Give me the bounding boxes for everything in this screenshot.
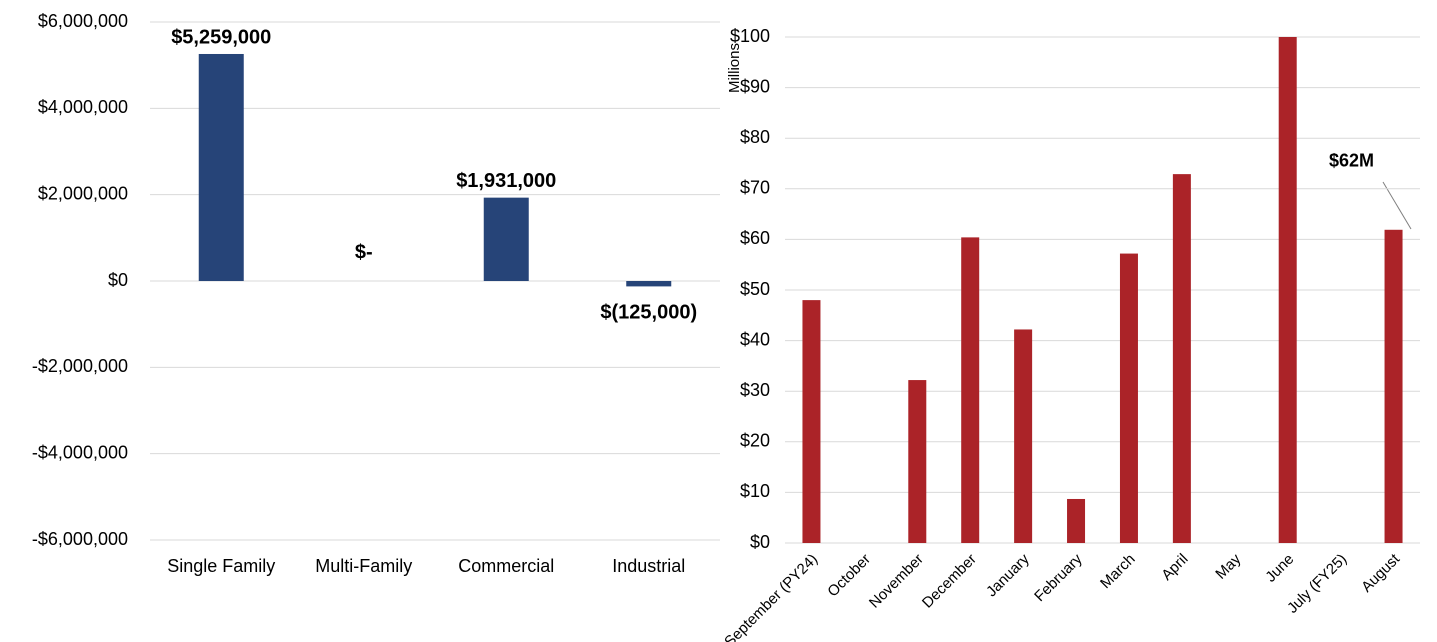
- x-tick-label: April: [1158, 551, 1191, 584]
- value-label: $5,259,000: [171, 26, 271, 48]
- x-tick-label: June: [1262, 551, 1297, 586]
- bar: [1067, 498, 1086, 543]
- x-tick-label: February: [1031, 550, 1086, 605]
- bar: [802, 300, 821, 543]
- y-tick-label: $0: [108, 270, 128, 290]
- x-tick-label: January: [983, 550, 1033, 600]
- bar: [1172, 174, 1191, 543]
- x-tick-label: December: [919, 551, 980, 612]
- y-tick-label: $20: [740, 431, 770, 451]
- x-tick-label: September (PY24): [721, 551, 821, 642]
- bar: [1384, 229, 1403, 543]
- y-tick-label: $90: [740, 76, 770, 96]
- x-tick-label: October: [824, 551, 874, 601]
- bar: [1119, 253, 1138, 543]
- y-axis-label: Millions: [726, 43, 743, 93]
- y-tick-label: $10: [740, 481, 770, 501]
- y-tick-label: $6,000,000: [38, 11, 128, 31]
- y-tick-label: $40: [740, 329, 770, 349]
- y-tick-label: $100: [730, 26, 770, 46]
- y-tick-label: -$4,000,000: [32, 442, 128, 462]
- y-tick-label: $30: [740, 380, 770, 400]
- value-label: $(125,000): [600, 302, 697, 324]
- x-tick-label: November: [866, 551, 927, 612]
- bar: [483, 197, 529, 281]
- value-label: $-: [355, 241, 373, 263]
- bar: [198, 53, 244, 282]
- y-tick-label: $2,000,000: [38, 183, 128, 203]
- y-tick-label: $50: [740, 279, 770, 299]
- y-tick-label: -$6,000,000: [32, 529, 128, 549]
- y-tick-label: $70: [740, 178, 770, 198]
- x-tick-label: Single Family: [167, 556, 275, 576]
- x-tick-label: Industrial: [612, 556, 685, 576]
- y-tick-label: -$2,000,000: [32, 356, 128, 376]
- value-label: $62M: [1329, 151, 1374, 171]
- x-tick-label: March: [1097, 551, 1138, 592]
- value-label: $1,931,000: [456, 170, 556, 192]
- y-tick-label: $0: [750, 532, 770, 552]
- x-tick-label: May: [1212, 550, 1244, 582]
- x-tick-label: Commercial: [458, 556, 554, 576]
- bar: [1278, 37, 1297, 543]
- y-tick-label: $4,000,000: [38, 97, 128, 117]
- leader-line: [1382, 181, 1412, 230]
- x-tick-label: Multi-Family: [315, 556, 412, 576]
- y-tick-label: $80: [740, 127, 770, 147]
- bar: [908, 380, 927, 543]
- x-tick-label: August: [1358, 550, 1404, 596]
- bar: [1014, 329, 1033, 543]
- bar: [961, 237, 980, 543]
- y-tick-label: $60: [740, 228, 770, 248]
- bar: [626, 281, 672, 287]
